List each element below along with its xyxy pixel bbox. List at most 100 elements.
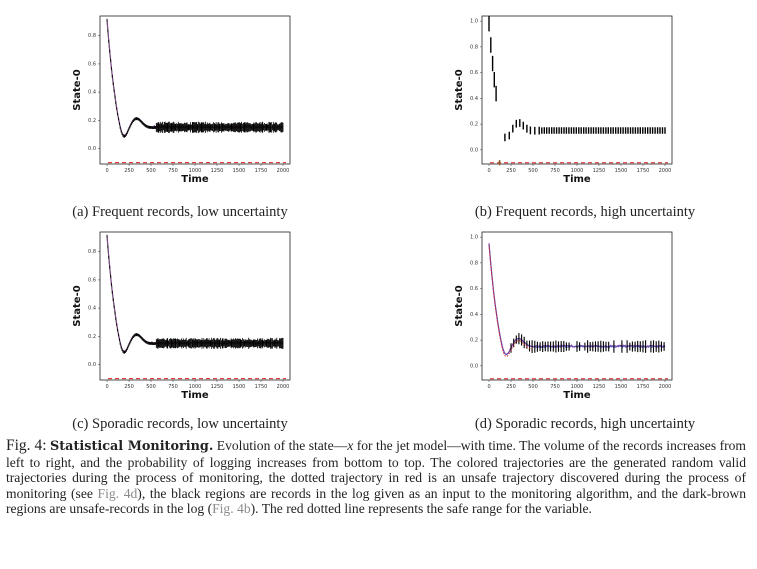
x-tick-label: 1250 [593,168,606,174]
figure-number: Fig. 4: [6,437,47,454]
y-tick-label: 1.0 [470,19,478,25]
x-tick-label: 1000 [571,384,584,390]
x-tick-label: 2000 [277,384,290,390]
trajectory-line [106,19,284,137]
y-tick-label: 0.8 [470,44,478,50]
x-tick-label: 500 [146,384,156,390]
caption-title: Statistical Monitoring. [50,439,214,454]
x-tick-label: 500 [146,168,156,174]
y-axis-label: State-0 [454,69,465,110]
trajectory-line [106,235,284,353]
unsafe-trajectory [488,245,533,357]
trajectory-line [488,243,666,355]
x-tick-label: 1250 [211,168,224,174]
y-tick-label: 0.2 [88,118,96,124]
x-tick-label: 250 [506,384,516,390]
x-tick-label: 0 [105,384,108,390]
y-tick-label: 0.8 [88,33,96,39]
plot-frame [481,15,673,165]
x-tick-label: 1250 [593,384,606,390]
y-tick-label: 0.0 [88,362,96,368]
x-tick-label: 1000 [571,168,584,174]
plot-frame [99,231,291,381]
panel-a: 0 250 500 750 1000 1250 1500 1750 2000 0.0 0.2 0.4 0… [68,10,388,210]
y-tick-label: 0.0 [470,147,478,153]
y-tick-label: 0.2 [88,334,96,340]
caption-text-1: Evolution of the state— [213,438,348,453]
x-tick-label: 1500 [615,168,628,174]
x-tick-label: 2000 [277,168,290,174]
panel-d: 0 250 500 750 1000 1250 1500 1750 2000 0.0 0.2 0.4 0… [450,226,757,426]
x-tick-label: 1500 [233,168,246,174]
subcaption-c: (c) Sporadic records, low uncertainty [72,416,288,432]
x-axis-label: Time [563,174,591,185]
x-tick-label: 1250 [211,384,224,390]
x-tick-label: 2000 [659,384,672,390]
trajectory-line [488,243,666,356]
plot-frame [481,231,673,381]
x-tick-label: 1750 [637,168,650,174]
figure-ref-4d[interactable]: Fig. 4d [97,485,138,501]
x-axis-label: Time [181,390,209,401]
x-tick-label: 750 [550,384,560,390]
chart-b: 0 250 500 750 1000 1250 1500 1750 2000 0.0 0.2 0.4 0… [454,15,673,185]
record-marks [488,16,666,142]
caption-text-4: ). The red dotted line represents the sa… [250,501,592,516]
y-tick-label: 0.4 [88,90,96,96]
x-tick-label: 500 [528,168,538,174]
trajectory-line [106,20,284,137]
y-axis-label: State-0 [72,285,83,326]
x-tick-label: 250 [506,168,516,174]
panel-b: 0 250 500 750 1000 1250 1500 1750 2000 0.0 0.2 0.4 0… [450,10,757,210]
x-tick-label: 2000 [659,168,672,174]
x-tick-label: 0 [105,168,108,174]
record-marks [106,18,284,138]
x-tick-label: 1750 [255,168,268,174]
record-marks [510,333,665,353]
y-tick-label: 0.2 [470,338,478,344]
y-tick-label: 1.0 [470,235,478,241]
x-axis-label: Time [563,390,591,401]
x-tick-label: 1500 [233,384,246,390]
x-tick-label: 250 [124,168,134,174]
y-tick-label: 0.8 [88,249,96,255]
y-tick-label: 0.0 [470,363,478,369]
x-tick-label: 1500 [615,384,628,390]
record-marks [106,234,284,354]
x-tick-label: 750 [168,168,178,174]
x-tick-label: 1000 [189,168,202,174]
y-tick-label: 0.6 [88,61,96,67]
subcaption-b: (b) Frequent records, high uncertainty [474,204,696,220]
figure-ref-4b[interactable]: Fig. 4b [212,501,251,516]
trajectory-line [106,19,284,136]
x-tick-label: 750 [168,384,178,390]
y-axis-label: State-0 [454,285,465,326]
x-tick-label: 1750 [255,384,268,390]
x-tick-label: 750 [550,168,560,174]
y-tick-label: 0.6 [88,277,96,283]
y-axis-label: State-0 [72,69,83,110]
plot-frame [99,15,291,165]
panel-c: 0 250 500 750 1000 1250 1500 1750 2000 0.0 0.2 0.4 0… [68,226,388,426]
caption-text-3: ), the black regions are records in the … [6,485,746,517]
subcaption-d: (d) Sporadic records, high uncertainty [474,416,696,432]
chart-a: 0 250 500 750 1000 1250 1500 1750 2000 0.0 0.2 0.4 0… [72,15,291,185]
trajectory-line [106,236,284,353]
caption-text-2: for the jet model—with time. The volume … [6,438,746,501]
trajectory-line [106,235,284,352]
subcaption-a: (a) Frequent records, low uncertainty [72,204,288,220]
chart-c: 0 250 500 750 1000 1250 1500 1750 2000 0.0 0.2 0.4 0… [72,231,291,401]
x-tick-label: 500 [528,384,538,390]
y-tick-label: 0.6 [470,70,478,76]
y-tick-label: 0.4 [88,306,96,312]
x-tick-label: 1750 [637,384,650,390]
x-tick-label: 0 [487,384,490,390]
caption-variable: x [347,438,354,453]
y-tick-label: 0.0 [88,146,96,152]
x-tick-label: 250 [124,384,134,390]
y-tick-label: 0.4 [470,312,478,318]
x-tick-label: 0 [487,168,490,174]
y-tick-label: 0.6 [470,286,478,292]
y-tick-label: 0.2 [470,122,478,128]
y-tick-label: 0.4 [470,96,478,102]
